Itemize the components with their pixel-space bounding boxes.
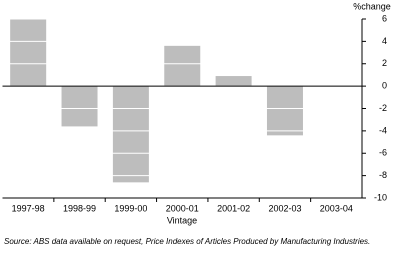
source-note: Source: ABS data available on request, P… xyxy=(4,237,371,246)
chart: %change Vintage 1997-98 1998-99 1999-00 200… xyxy=(2,1,391,225)
x-tick-label: 1997-98 xyxy=(12,203,45,213)
x-tick-label: 2000-01 xyxy=(166,203,199,213)
y-axis-label: %change xyxy=(353,1,391,11)
y-tick-label: -8 xyxy=(379,170,387,180)
y-tick-label: 6 xyxy=(382,13,387,23)
bar xyxy=(266,86,303,136)
bar xyxy=(164,45,201,87)
x-tick-label: 2003-04 xyxy=(320,203,353,213)
y-tick-label: -2 xyxy=(379,103,387,113)
y-tick-label: 0 xyxy=(382,81,387,91)
bar xyxy=(10,19,47,87)
x-tick-label: 2001-02 xyxy=(217,203,250,213)
x-tick-label: 1999-00 xyxy=(114,203,147,213)
y-tick-label: -4 xyxy=(379,125,387,135)
bar xyxy=(61,86,98,127)
x-tick-label: 2002-03 xyxy=(268,203,301,213)
y-tick-label: 2 xyxy=(382,58,387,68)
y-tick-label: 4 xyxy=(382,36,387,46)
bar xyxy=(215,76,252,87)
bar xyxy=(112,86,149,183)
y-tick-label: -10 xyxy=(374,192,387,202)
x-tick-label: 1998-99 xyxy=(63,203,96,213)
x-axis-label: Vintage xyxy=(167,215,197,225)
y-tick-label: -6 xyxy=(379,148,387,158)
